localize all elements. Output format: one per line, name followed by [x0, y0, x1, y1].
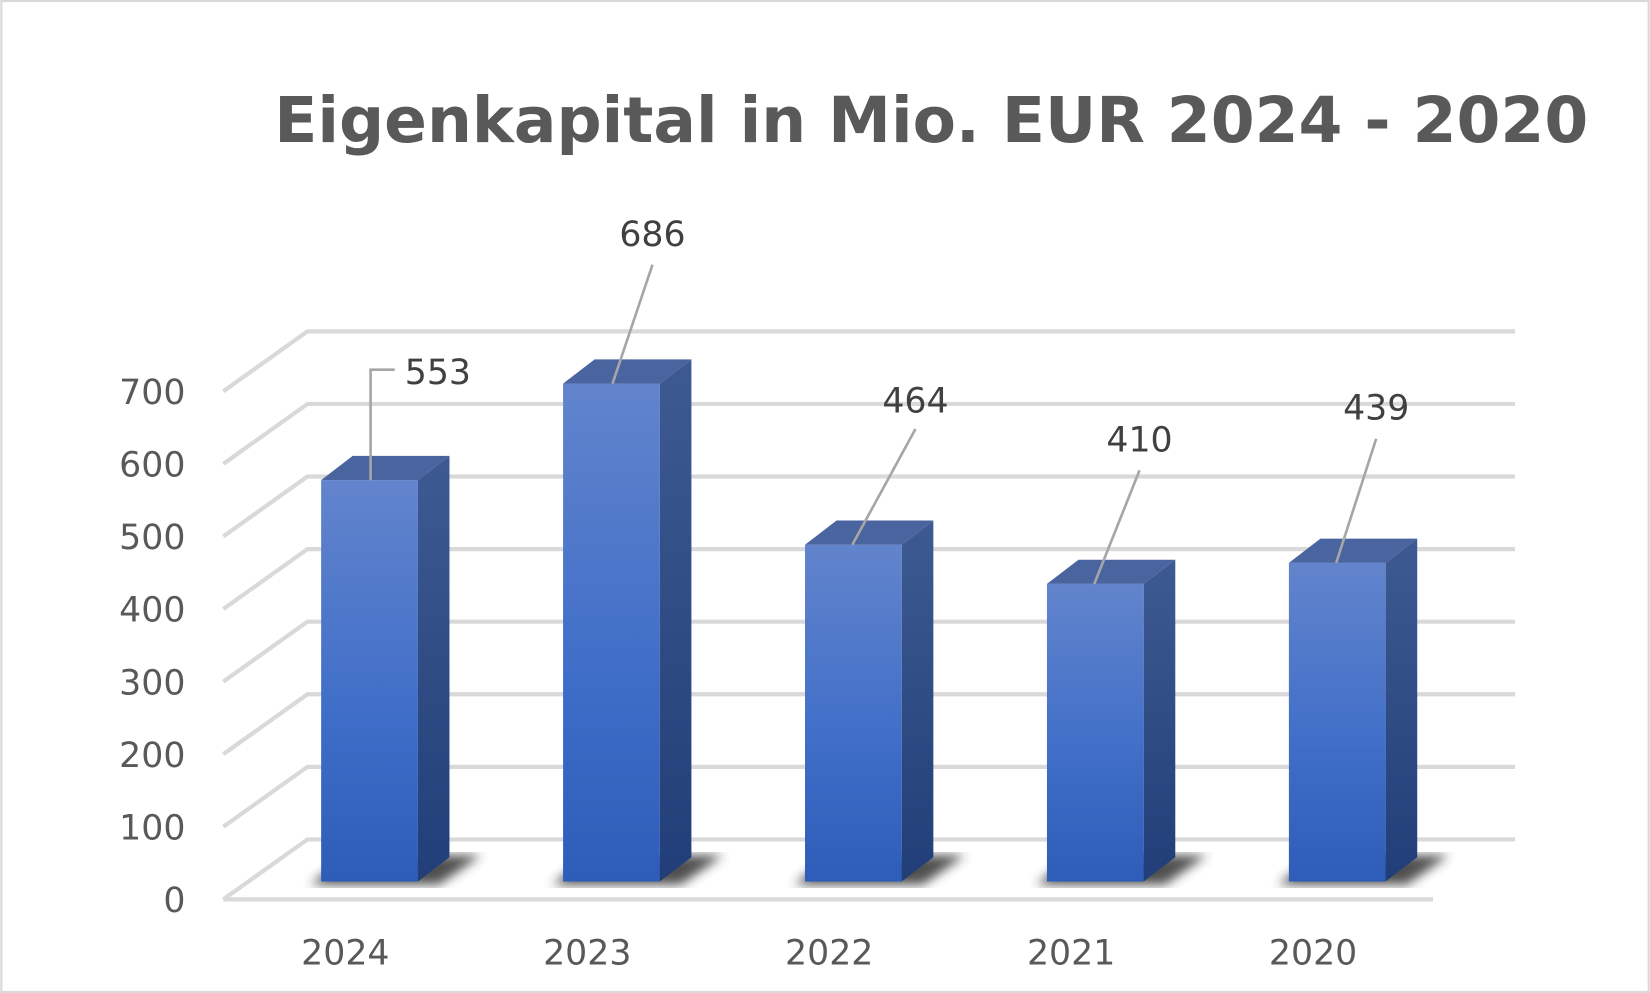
- bar-2022: [805, 544, 902, 882]
- bar-2024: [321, 480, 418, 882]
- gridline: [222, 546, 1516, 611]
- x-tick-label: 2023: [543, 934, 631, 974]
- gridline: [222, 401, 1516, 466]
- x-tick-label: 2024: [301, 934, 389, 974]
- y-tick-label: 100: [119, 808, 185, 848]
- y-tick-label: 400: [119, 591, 185, 631]
- bar-top: [563, 359, 692, 384]
- bar-side: [659, 359, 692, 882]
- y-tick-label: 600: [119, 446, 185, 486]
- x-tick-label: 2020: [1269, 934, 1357, 974]
- x-tick-label: 2021: [1027, 934, 1115, 974]
- bar-side: [1385, 538, 1418, 882]
- data-label: 686: [619, 215, 685, 255]
- y-tick-label: 0: [163, 881, 185, 921]
- bar-side: [417, 455, 450, 882]
- y-tick-label: 200: [119, 736, 185, 776]
- x-tick-label: 2022: [785, 934, 873, 974]
- y-tick-label: 500: [119, 518, 185, 558]
- leader-line: [851, 428, 917, 546]
- bar-top: [805, 520, 934, 545]
- bar-top: [1046, 559, 1176, 584]
- gridline: [222, 329, 1516, 394]
- leader-line: [611, 264, 654, 385]
- chart-title: Eigenkapital in Mio. EUR 2024 - 2020: [274, 83, 1588, 157]
- bar-top: [321, 455, 450, 481]
- data-label: 410: [1106, 420, 1172, 460]
- bar-side: [1143, 559, 1176, 882]
- bar-top: [1288, 538, 1418, 563]
- data-label: 464: [882, 381, 948, 421]
- bar-side: [901, 520, 934, 882]
- bar-2021: [1046, 583, 1144, 882]
- bar-2020: [1288, 562, 1386, 882]
- data-label: 553: [405, 353, 471, 393]
- leader-line: [1093, 469, 1141, 585]
- leader-line: [369, 368, 395, 481]
- y-tick-label: 300: [119, 663, 185, 703]
- bar-2023: [563, 383, 660, 882]
- y-tick-label: 700: [119, 373, 185, 413]
- gridline: [222, 474, 1516, 539]
- data-label: 439: [1343, 389, 1409, 429]
- leader-line: [1334, 438, 1378, 564]
